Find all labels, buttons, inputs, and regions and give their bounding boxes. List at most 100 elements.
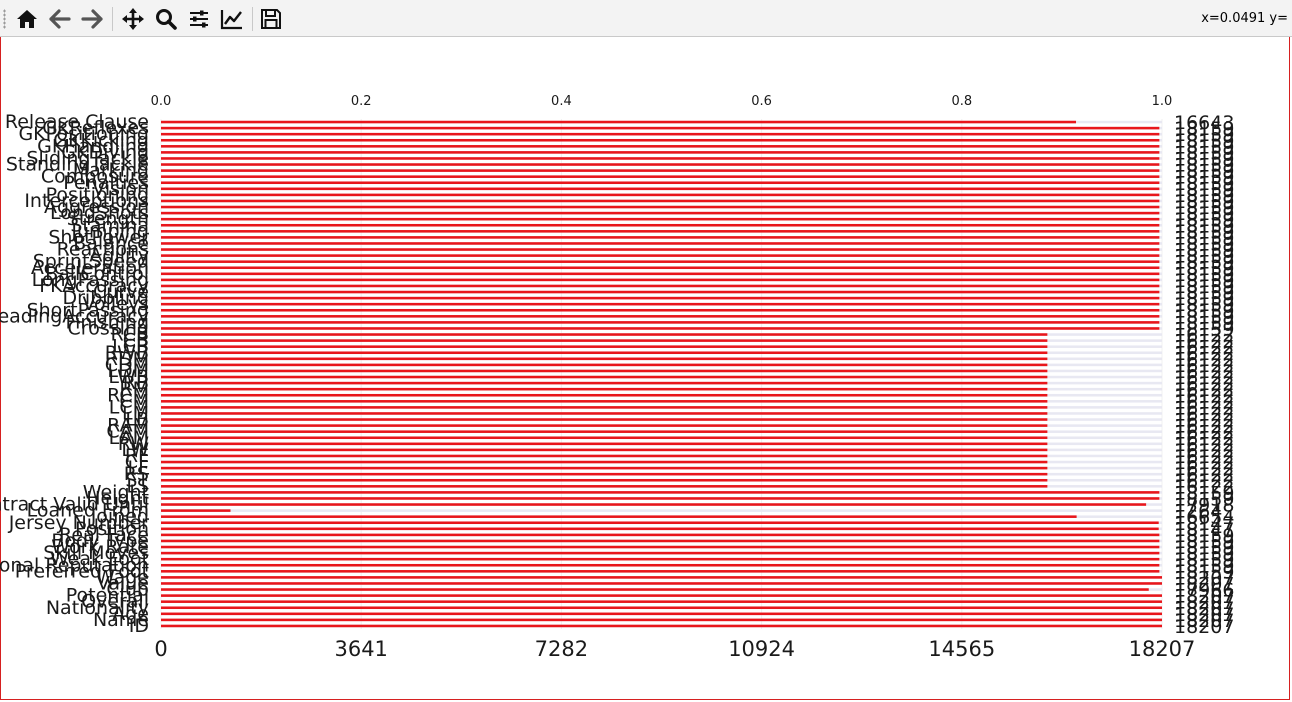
bar	[161, 351, 1048, 355]
bar	[161, 333, 1048, 336]
bar-remainder	[161, 509, 1162, 512]
category-label: Release Clause	[5, 111, 149, 133]
bar	[161, 211, 1160, 215]
chart-area[interactable]: Release ClauseGKReflexesGKPositioningGKK…	[0, 38, 1292, 702]
zoom-button[interactable]	[151, 4, 181, 34]
value-label: 18147	[1174, 513, 1234, 535]
bar	[161, 132, 1160, 136]
value-label: 18207	[1174, 610, 1234, 632]
bar	[161, 606, 1162, 610]
category-label: RS	[124, 463, 149, 485]
value-label: 16122	[1174, 410, 1234, 432]
bar	[161, 242, 1160, 245]
value-label: 16122	[1174, 337, 1234, 359]
value-label: 1264	[1174, 501, 1222, 523]
category-label: Finishing	[66, 311, 149, 333]
category-label: GKDiving	[61, 141, 149, 163]
value-label: 16122	[1174, 434, 1234, 456]
value-label: 18207	[1174, 616, 1234, 638]
bar	[161, 321, 1160, 324]
category-label: RWB	[105, 342, 149, 364]
save-button[interactable]	[256, 4, 286, 34]
value-label: 18159	[1174, 130, 1234, 152]
toolbar-grip[interactable]	[3, 9, 6, 29]
bar	[161, 430, 1048, 433]
category-label: Marking	[73, 160, 149, 182]
category-label: ST	[125, 469, 149, 491]
bar	[161, 478, 1048, 482]
category-label: LAM	[109, 427, 149, 449]
toolbar-separator	[112, 7, 113, 31]
category-label: Loaned From	[27, 500, 149, 522]
bar	[161, 126, 1160, 130]
bar	[161, 406, 1048, 409]
forward-icon	[81, 9, 103, 29]
bar	[161, 278, 1160, 282]
category-label: RCM	[107, 384, 149, 406]
value-label: 18159	[1174, 288, 1234, 310]
subplots-button[interactable]	[184, 4, 214, 34]
category-label: ID	[129, 615, 149, 637]
value-label: 16122	[1174, 367, 1234, 389]
top-tick-label: 0.4	[551, 94, 572, 109]
bar	[161, 357, 1048, 361]
bottom-tick-label: 18207	[1129, 637, 1196, 661]
value-label: 16122	[1174, 446, 1234, 468]
top-tick-label: 0.8	[951, 94, 972, 109]
bar	[161, 624, 1162, 628]
value-label: 18159	[1174, 240, 1234, 262]
category-label: Body Type	[51, 530, 149, 552]
pan-icon	[122, 8, 144, 30]
category-label: SlidingTackle	[26, 147, 149, 169]
category-label: ShotPower	[48, 226, 149, 248]
category-label: LF	[127, 457, 149, 479]
bar	[161, 236, 1160, 239]
category-label: RAM	[107, 415, 149, 437]
save-icon	[261, 9, 281, 29]
bar	[161, 145, 1160, 148]
value-label: 18159	[1174, 221, 1234, 243]
home-button[interactable]	[12, 4, 42, 34]
value-label: 16122	[1174, 325, 1234, 347]
bar	[161, 442, 1048, 446]
value-label: 18159	[1174, 300, 1234, 322]
value-label: 18159	[1174, 197, 1234, 219]
category-label: Contract Valid Until	[0, 494, 149, 516]
bar	[161, 296, 1160, 300]
category-label: Agility	[89, 245, 149, 267]
top-tick-label: 0.0	[151, 94, 172, 109]
value-label: 18207	[1174, 592, 1234, 614]
value-label: 18159	[1174, 537, 1234, 559]
value-label: 18159	[1174, 312, 1234, 334]
category-label: Position	[75, 518, 149, 540]
value-label: 17918	[1174, 495, 1234, 517]
value-label: 16122	[1174, 361, 1234, 383]
bar	[161, 557, 1160, 561]
category-label: Composure	[41, 166, 149, 188]
value-label: 18159	[1174, 167, 1234, 189]
value-label: 18159	[1174, 233, 1234, 255]
bar	[161, 424, 1048, 427]
category-label: Stamina	[70, 214, 149, 236]
bar	[161, 248, 1160, 251]
bar	[161, 497, 1160, 500]
back-button[interactable]	[45, 4, 75, 34]
top-tick-label: 0.2	[351, 94, 372, 109]
category-label: Height	[86, 487, 149, 509]
value-label: 16122	[1174, 440, 1234, 462]
bar	[161, 515, 1077, 518]
pan-button[interactable]	[118, 4, 148, 34]
bar	[161, 187, 1160, 191]
category-label: Crossing	[68, 317, 149, 339]
category-label: LongShots	[50, 202, 149, 224]
forward-button[interactable]	[77, 4, 107, 34]
bar	[161, 448, 1048, 452]
value-label: 18207	[1174, 586, 1234, 608]
category-label: Positioning	[46, 184, 149, 206]
value-label: 16122	[1174, 373, 1234, 395]
edit-axis-button[interactable]	[217, 4, 247, 34]
value-label: 18207	[1174, 573, 1234, 595]
bar	[161, 363, 1048, 367]
value-label: 17966	[1174, 580, 1234, 602]
category-label: CM	[119, 390, 149, 412]
